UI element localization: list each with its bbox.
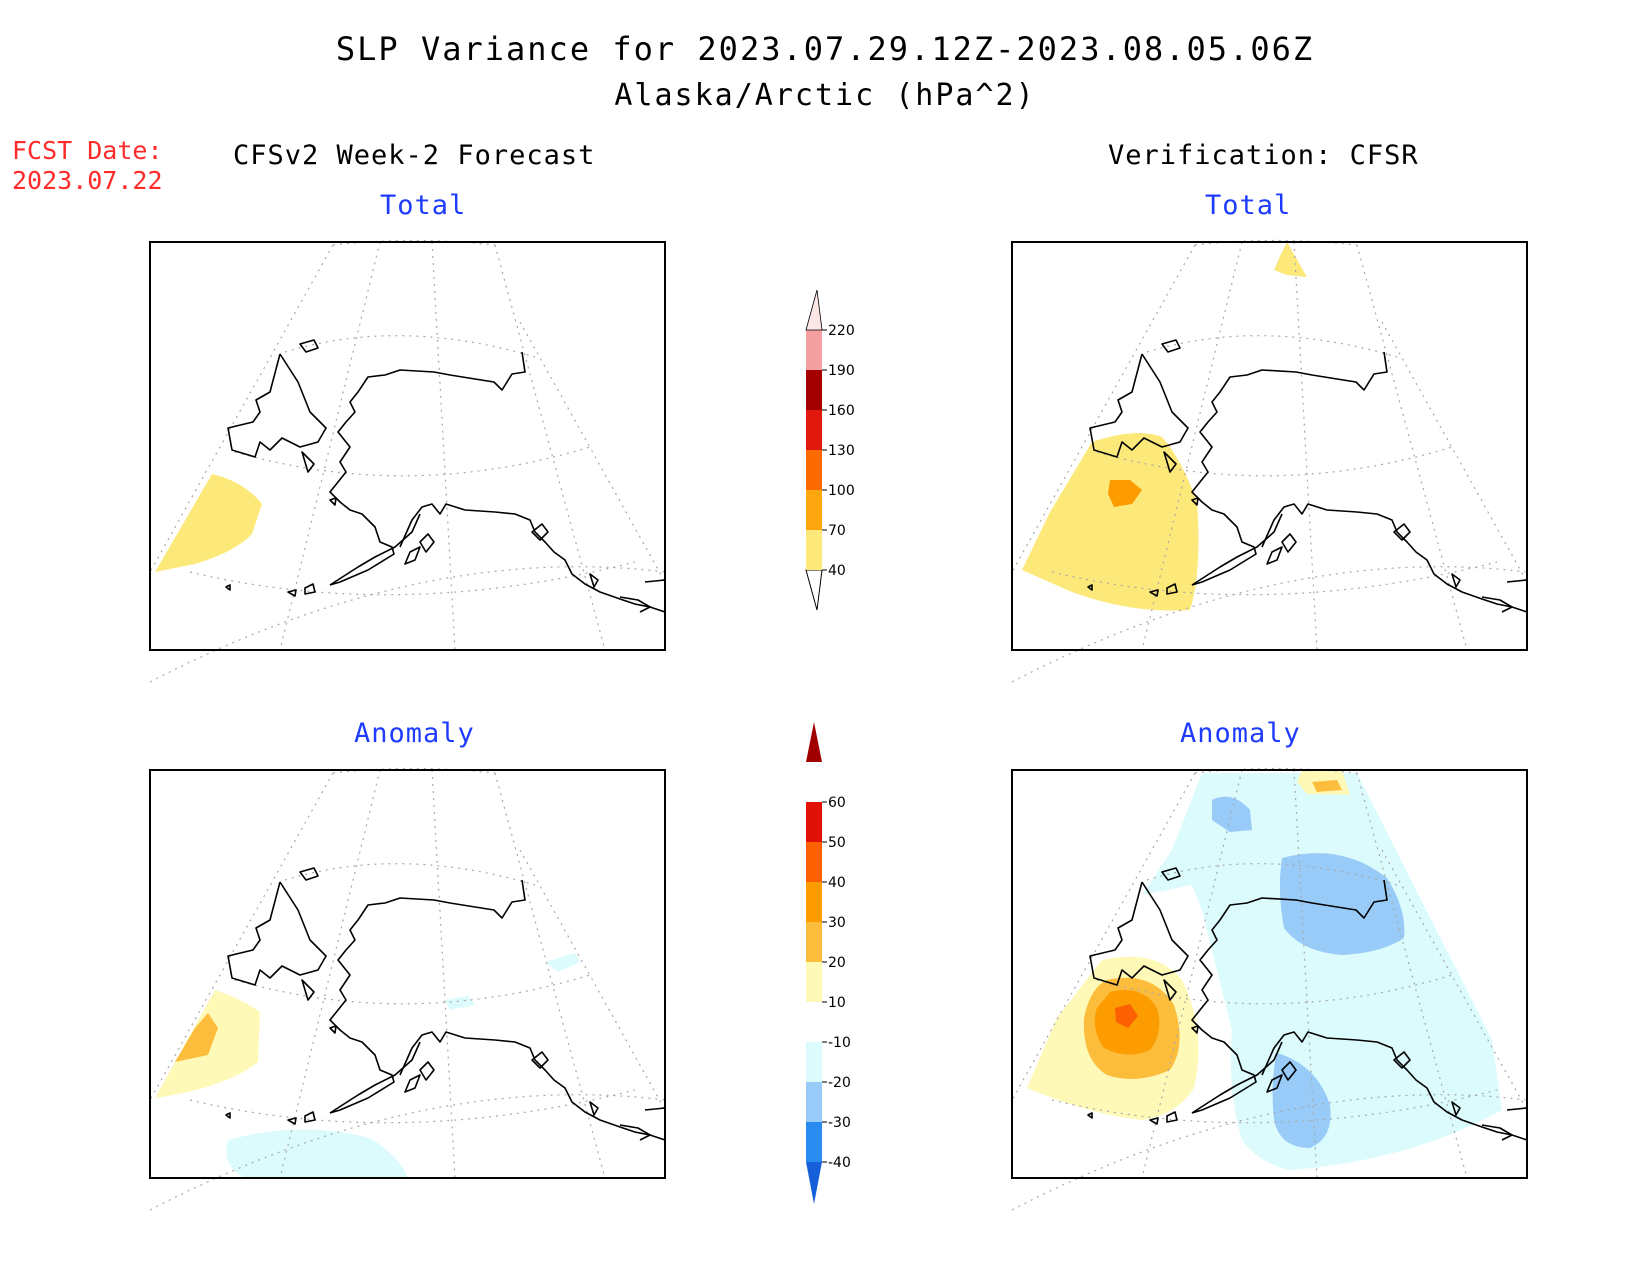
verification-anomaly-map [1011, 767, 1528, 1211]
anomaly-colorbar-box [806, 1042, 822, 1082]
total-colorbar-label: 70 [828, 523, 846, 539]
verification-total-title: Total [1205, 190, 1292, 221]
verification-anomaly-contour-neg10 [1142, 773, 1502, 1170]
verification-anomaly-contour-top-inner [1312, 780, 1342, 792]
forecast-anomaly-contour-neg-ne [545, 953, 580, 972]
anomaly-colorbar-box [806, 922, 822, 962]
verification-total-contour-top [1274, 242, 1307, 277]
forecast-anomaly-title: Anomaly [354, 718, 475, 749]
total-colorbar-label: 40 [828, 563, 846, 579]
forecast-total-contour-40 [155, 474, 262, 572]
anomaly-colorbar-label: -30 [828, 1115, 851, 1131]
verification-anomaly-contour-neg20-c [1272, 1053, 1331, 1148]
verification-anomaly-contour-neg20-b [1279, 853, 1405, 955]
anomaly-colorbar-box [806, 882, 822, 922]
verification-column-title: Verification: CFSR [1108, 140, 1419, 171]
total-colorbar-label: 130 [828, 443, 855, 459]
anomaly-colorbar-label: 60 [828, 795, 846, 811]
forecast-total-map [149, 239, 666, 683]
anomaly-colorbar-low-ext [806, 1162, 822, 1204]
total-colorbar-box [806, 370, 822, 410]
figure-title: SLP Variance for 2023.07.29.12Z-2023.08.… [335, 30, 1315, 68]
total-colorbar-box [806, 410, 822, 450]
fcst-date-value: 2023.07.22 [12, 166, 163, 195]
anomaly-colorbar-label: 40 [828, 875, 846, 891]
total-colorbar-label: 220 [828, 323, 855, 339]
forecast-anomaly-contour-20 [175, 1013, 218, 1062]
anomaly-colorbar-box [806, 1002, 822, 1042]
total-colorbar-label: 100 [828, 483, 855, 499]
anomaly-colorbar-label: -20 [828, 1075, 851, 1091]
total-colorbar-label: 190 [828, 363, 855, 379]
total-colorbar-box [806, 450, 822, 490]
anomaly-colorbar: -40 -30 -20 -10 10 20 30 40 50 60 [806, 722, 851, 1204]
total-colorbar: 40 70 100 130 160 190 220 [805, 289, 855, 611]
fcst-date: FCST Date: 2023.07.22 [12, 136, 163, 196]
total-colorbar-high-ext [805, 289, 823, 331]
anomaly-colorbar-label: -40 [828, 1155, 851, 1171]
forecast-anomaly-contour-neg-mid [445, 996, 475, 1010]
verification-total-map [1011, 239, 1528, 683]
anomaly-colorbar-high-ext [806, 722, 822, 762]
forecast-anomaly-contour-neg-sw [226, 1129, 408, 1178]
total-colorbar-box [806, 530, 822, 570]
anomaly-colorbar-label: 20 [828, 955, 846, 971]
verification-anomaly-title: Anomaly [1180, 718, 1301, 749]
anomaly-colorbar-label: 50 [828, 835, 846, 851]
anomaly-colorbar-label: 10 [828, 995, 846, 1011]
verification-anomaly-contour-40 [1115, 1004, 1138, 1028]
verification-anomaly-contour-neg20-a [1212, 796, 1252, 832]
anomaly-colorbar-box [806, 1082, 822, 1122]
total-colorbar-label: 160 [828, 403, 855, 419]
total-colorbar-box [806, 490, 822, 530]
forecast-total-title: Total [380, 190, 467, 221]
anomaly-colorbar-label: -10 [828, 1035, 851, 1051]
anomaly-colorbar-box [806, 842, 822, 882]
total-colorbar-box [806, 330, 822, 370]
anomaly-colorbar-box [806, 1122, 822, 1162]
anomaly-colorbar-box [806, 962, 822, 1002]
anomaly-colorbar-label: 30 [828, 915, 846, 931]
fcst-date-label: FCST Date: [12, 136, 163, 165]
figure-subtitle: Alaska/Arctic (hPa^2) [614, 78, 1036, 113]
anomaly-colorbar-box [806, 802, 822, 842]
verification-total-contour-70 [1108, 480, 1142, 507]
total-colorbar-low-ext [805, 569, 823, 611]
forecast-anomaly-map [149, 767, 666, 1211]
forecast-column-title: CFSv2 Week-2 Forecast [233, 140, 596, 171]
verification-total-contour-40 [1022, 433, 1199, 611]
